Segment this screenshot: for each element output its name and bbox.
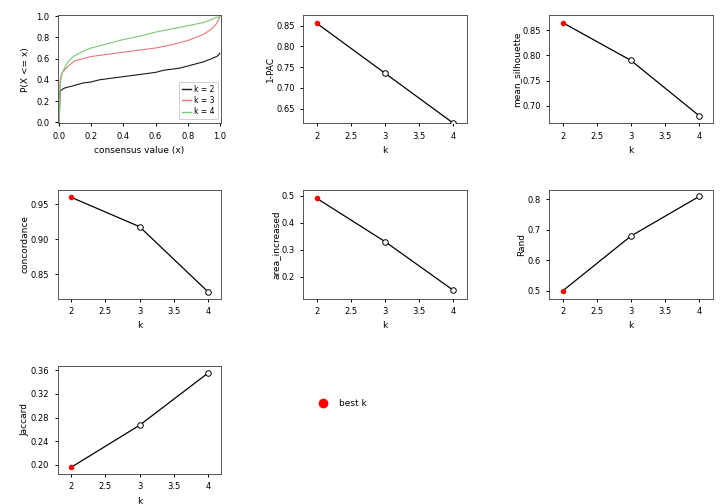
Y-axis label: Rand: Rand xyxy=(517,233,526,256)
Legend: k = 2, k = 3, k = 4: k = 2, k = 3, k = 4 xyxy=(179,82,217,119)
X-axis label: k: k xyxy=(629,146,634,155)
X-axis label: consensus value (x): consensus value (x) xyxy=(94,146,184,155)
Y-axis label: Jaccard: Jaccard xyxy=(20,403,30,436)
Y-axis label: P(X <= x): P(X <= x) xyxy=(22,47,30,92)
Text: best k: best k xyxy=(339,399,367,408)
X-axis label: k: k xyxy=(382,146,388,155)
X-axis label: k: k xyxy=(137,496,142,504)
Y-axis label: mean_silhouette: mean_silhouette xyxy=(512,31,521,107)
X-axis label: k: k xyxy=(629,322,634,331)
Y-axis label: area_increased: area_increased xyxy=(271,210,280,279)
Y-axis label: concordance: concordance xyxy=(20,215,30,274)
X-axis label: k: k xyxy=(382,322,388,331)
Y-axis label: 1-PAC: 1-PAC xyxy=(266,56,275,82)
X-axis label: k: k xyxy=(137,322,142,331)
